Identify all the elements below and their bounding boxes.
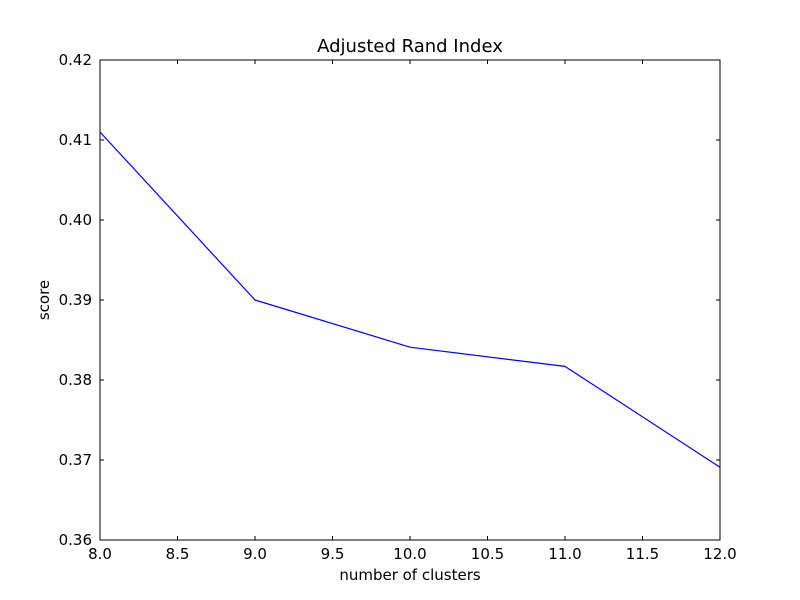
plot-area bbox=[100, 60, 720, 540]
x-tick-label: 8.0 bbox=[88, 545, 112, 563]
x-tick-label: 8.5 bbox=[166, 545, 190, 563]
series-line bbox=[99, 131, 721, 468]
y-tick-label: 0.41 bbox=[59, 131, 92, 149]
plot-frame bbox=[99, 59, 721, 541]
y-tick-label: 0.39 bbox=[59, 291, 92, 309]
y-tick-label: 0.38 bbox=[59, 371, 92, 389]
x-tick-label: 11.5 bbox=[626, 545, 659, 563]
chart-title: Adjusted Rand Index bbox=[317, 36, 503, 57]
x-tick-label: 11.0 bbox=[548, 545, 581, 563]
y-tick-label: 0.42 bbox=[59, 51, 92, 69]
x-tick-label: 10.0 bbox=[393, 545, 426, 563]
x-axis-label: number of clusters bbox=[339, 566, 481, 584]
y-tick-label: 0.36 bbox=[59, 531, 92, 549]
x-tick-label: 9.0 bbox=[243, 545, 267, 563]
y-axis-label: score bbox=[35, 280, 53, 320]
y-tick-label: 0.37 bbox=[59, 451, 92, 469]
x-tick-label: 10.5 bbox=[471, 545, 504, 563]
x-tick-label: 9.5 bbox=[321, 545, 345, 563]
x-tick-label: 12.0 bbox=[703, 545, 736, 563]
y-tick-label: 0.40 bbox=[59, 211, 92, 229]
